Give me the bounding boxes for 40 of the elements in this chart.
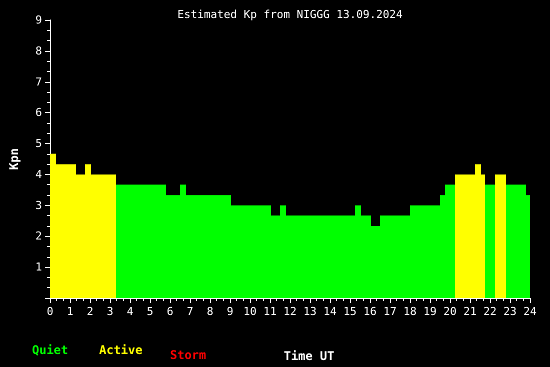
y-tick-label: 7 bbox=[35, 75, 42, 88]
chart-title: Estimated Kp from NIGGG 13.09.2024 bbox=[177, 8, 403, 21]
x-tick-label: 21 bbox=[463, 305, 477, 318]
y-tick-label: 1 bbox=[35, 260, 42, 274]
y-tick-label: 3 bbox=[35, 198, 42, 212]
x-axis-title: Time UT bbox=[284, 349, 334, 363]
x-tick-label: 22 bbox=[483, 305, 497, 318]
x-tick-label: 1 bbox=[66, 305, 74, 318]
x-tick-label: 13 bbox=[303, 305, 317, 318]
y-tick-label: 6 bbox=[35, 106, 42, 120]
x-tick-label: 24 bbox=[523, 305, 537, 318]
x-tick-label: 19 bbox=[423, 305, 437, 318]
x-tick-label: 23 bbox=[503, 305, 517, 318]
x-tick-label: 6 bbox=[166, 305, 174, 318]
y-tick-label: 5 bbox=[35, 137, 42, 150]
x-tick-label: 15 bbox=[343, 305, 357, 318]
x-tick-label: 20 bbox=[443, 305, 457, 318]
x-tick-label: 2 bbox=[86, 305, 94, 318]
y-axis-title: Kpn bbox=[7, 148, 21, 170]
x-tick-label: 12 bbox=[283, 305, 297, 318]
x-tick-label: 14 bbox=[323, 305, 337, 318]
x-tick-label: 18 bbox=[403, 305, 417, 318]
x-tick-label: 9 bbox=[226, 305, 234, 318]
x-tick-label: 4 bbox=[126, 305, 134, 318]
x-tick-label: 3 bbox=[106, 305, 114, 318]
text: Storm bbox=[170, 348, 206, 362]
x-tick-label: 10 bbox=[243, 305, 257, 318]
y-tick-label: 4 bbox=[35, 168, 42, 181]
x-tick-label: 8 bbox=[206, 305, 214, 318]
x-tick-label: 17 bbox=[383, 305, 397, 318]
x-tick-label: 7 bbox=[186, 305, 194, 318]
y-tick-label: 2 bbox=[35, 230, 42, 243]
x-tick-label: 0 bbox=[46, 305, 54, 318]
x-tick-label: 5 bbox=[146, 305, 154, 318]
text: Active bbox=[99, 343, 142, 357]
y-tick-label: 9 bbox=[35, 14, 42, 26]
x-tick-label: 11 bbox=[263, 305, 277, 318]
x-tick-label: 16 bbox=[363, 305, 377, 318]
text: Quiet bbox=[32, 343, 68, 357]
y-tick-label: 8 bbox=[35, 44, 42, 58]
